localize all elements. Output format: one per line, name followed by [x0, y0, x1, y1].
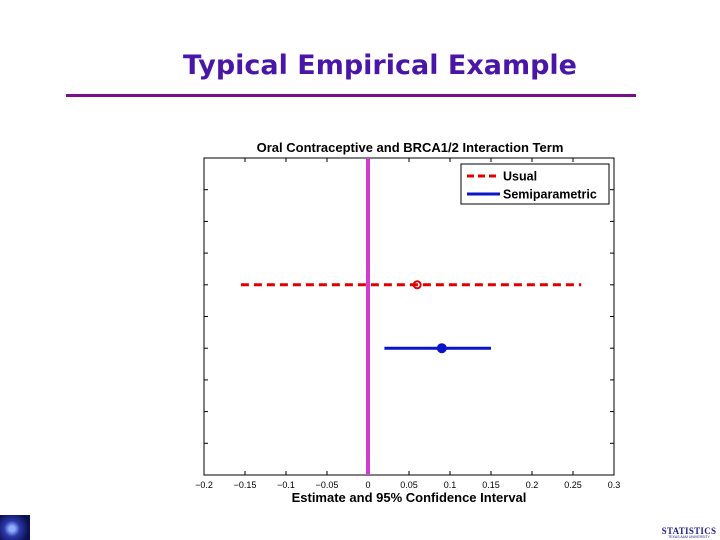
legend: Usual Semiparametric	[460, 163, 610, 205]
x-tick-label: 0.2	[526, 480, 539, 490]
legend-box	[460, 163, 610, 205]
semiparametric-estimate-point	[436, 343, 447, 354]
x-tick-label: 0.3	[608, 480, 621, 490]
x-tick-label: −0.05	[316, 480, 339, 490]
legend-label-usual: Usual	[503, 170, 537, 184]
usual-estimate-point	[412, 280, 422, 290]
x-tick-label: −0.2	[195, 480, 213, 490]
x-tick-label: 0	[365, 480, 370, 490]
chart-title: Oral Contraceptive and BRCA1/2 Interacti…	[257, 140, 564, 155]
corner-logo-image	[0, 515, 30, 540]
x-tick-label: 0.25	[564, 480, 582, 490]
x-tick-label: −0.1	[277, 480, 295, 490]
statistics-logo-text: STATISTICS	[661, 526, 717, 536]
statistics-logo-subtext: TEXAS A&M UNIVERSITY	[668, 535, 710, 539]
x-tick-label: 0.05	[400, 480, 418, 490]
title-rule	[66, 94, 636, 97]
x-axis-label: Estimate and 95% Confidence Interval	[292, 490, 527, 505]
ticks: −0.2 −0.15 −0.1 −0.05 0 0.05 0.1 0.15 0.2 0.25 0.3	[195, 157, 621, 490]
x-tick-label: 0.15	[482, 480, 500, 490]
x-tick-label: 0.1	[444, 480, 457, 490]
marks	[240, 158, 582, 475]
legend-label-semiparametric: Semiparametric	[503, 188, 597, 202]
statistics-logo: STATISTICS TEXAS A&M UNIVERSITY	[658, 527, 720, 540]
plot-frame	[203, 157, 615, 476]
x-tick-label: −0.15	[234, 480, 257, 490]
slide-title: Typical Empirical Example	[183, 50, 577, 81]
